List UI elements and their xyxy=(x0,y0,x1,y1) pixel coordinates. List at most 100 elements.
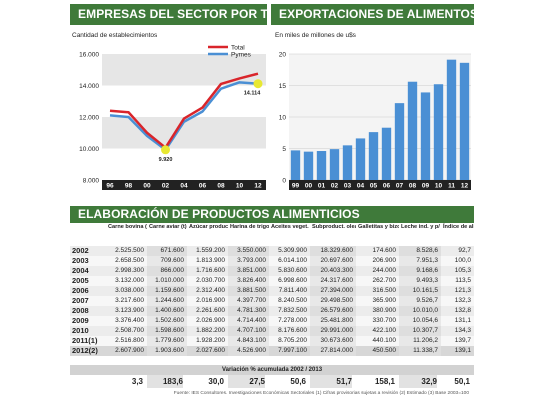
bar xyxy=(433,84,444,180)
variation-value: 27,5 xyxy=(228,375,265,388)
table-cell: 671.600 xyxy=(147,246,187,256)
table-cell: 3.881.500 xyxy=(228,286,269,296)
table-cell: 316.500 xyxy=(372,287,397,294)
bar xyxy=(329,149,340,180)
bar xyxy=(290,150,301,180)
y-tick-label: 10 xyxy=(279,115,287,122)
table-cell: 2.016.900 xyxy=(196,297,225,304)
row-year: 2005 xyxy=(72,276,89,285)
table-cell: 2.508.700 xyxy=(115,327,144,334)
table-cell: 1.928.200 xyxy=(196,337,225,344)
table-cell: 2.998.300 xyxy=(115,267,144,274)
table-cell: 9.526,7 xyxy=(399,296,441,306)
table-cell: 25.481.800 xyxy=(310,316,356,326)
table-cell: 2.607.900 xyxy=(106,346,147,356)
table-cell: 450.500 xyxy=(356,346,399,356)
x-axis-band xyxy=(102,180,266,190)
x-tick-label: 00 xyxy=(143,183,151,190)
y-tick-label: 14.000 xyxy=(79,83,99,90)
variation-value: 183,6 xyxy=(147,375,183,388)
row-year: 2003 xyxy=(72,256,89,265)
highlight-marker xyxy=(253,79,263,89)
column-header: Leche ind. y p/ cons. mill. (l) xyxy=(401,224,441,230)
x-tick-label: 04 xyxy=(180,183,188,190)
x-tick-label: 04 xyxy=(357,183,365,190)
column-header: Aceites veget. (t) xyxy=(271,224,310,230)
x-tick-label: 96 xyxy=(106,183,114,190)
annotation-label: 9.920 xyxy=(159,157,173,163)
table-cell: 4.781.300 xyxy=(228,306,269,316)
grid-band xyxy=(102,148,266,180)
x-tick-label: 08 xyxy=(409,183,417,190)
x-tick-label: 07 xyxy=(396,183,404,190)
column-header: Galletitas y bizcochos (t) xyxy=(358,224,399,230)
bar-chart-subtitle: En miles de millones de u$s xyxy=(275,32,356,39)
series-line-total xyxy=(109,72,259,149)
table-cell: 365.900 xyxy=(372,297,397,304)
y-tick-label: 16.000 xyxy=(79,52,99,59)
bar xyxy=(446,59,457,180)
bar xyxy=(381,127,392,180)
y-tick-label: 5 xyxy=(282,146,286,153)
table-cell: 7.278.000 xyxy=(278,317,307,324)
row-year: 2009 xyxy=(72,316,89,325)
y-tick-label: 10.000 xyxy=(79,146,99,153)
column-header: Azúcar produc. (t) xyxy=(189,224,228,230)
table-row: 2006 3.038.000 1.159.600 2.312.400 3.881.500… xyxy=(70,286,474,296)
table-cell: 1.813.900 xyxy=(196,257,225,264)
table-cell: 3.376.400 xyxy=(115,317,144,324)
table-cell: 139,7 xyxy=(454,337,471,344)
table-row: 2007 3.217.600 1.244.600 2.016.900 4.397.700… xyxy=(70,296,474,306)
row-year: 2002 xyxy=(72,246,89,255)
table-cell: 262.700 xyxy=(372,277,397,284)
table-cell: 1.010.000 xyxy=(147,276,187,286)
bar xyxy=(420,92,431,180)
y-tick-label: 15 xyxy=(279,83,287,90)
table-cell: 20.697.600 xyxy=(310,256,356,266)
table-cell: 2.525.500 xyxy=(115,247,144,254)
variation-value: 50,6 xyxy=(290,377,306,386)
table-cell: 7.832.500 xyxy=(278,307,307,314)
row-year: 2008 xyxy=(72,306,89,315)
bar xyxy=(459,62,470,180)
bar xyxy=(303,151,314,180)
table-cell: 1.903.600 xyxy=(147,346,187,356)
x-tick-label: 06 xyxy=(199,183,207,190)
variation-value: 51,7 xyxy=(310,375,352,388)
x-tick-label: 09 xyxy=(422,183,430,190)
table-cell: 30.673.600 xyxy=(310,336,356,346)
table-cell: 100,0 xyxy=(454,257,471,264)
x-tick-label: 01 xyxy=(318,183,326,190)
table-cell: 8.176.600 xyxy=(278,327,307,334)
table-cell: 1.559.200 xyxy=(196,247,225,254)
table-cell: 29.498.500 xyxy=(310,296,356,306)
variation-value: 50,1 xyxy=(454,377,470,386)
table-cell: 3.793.000 xyxy=(228,256,269,266)
table-cell: 1.716.600 xyxy=(196,267,225,274)
table-cell: 6.998.600 xyxy=(278,277,307,284)
table-cell: 27.394.000 xyxy=(310,286,356,296)
table-row: 2012(2) 2.607.900 1.903.600 2.027.600 4.526.… xyxy=(70,346,474,356)
x-tick-label: 10 xyxy=(435,183,443,190)
legend-label-total: Total xyxy=(231,45,245,52)
annotation-label: 14.114 xyxy=(244,91,261,97)
table-cell: 1.159.600 xyxy=(147,286,187,296)
table-cell: 29.991.000 xyxy=(310,326,356,336)
table-row: 2011(1) 2.516.800 1.779.600 1.928.200 4.843.… xyxy=(70,336,474,346)
row-year: 2011(1) xyxy=(72,336,98,345)
x-tick-label: 02 xyxy=(331,183,339,190)
table-cell: 131,1 xyxy=(454,317,471,324)
table-cell: 3.851.000 xyxy=(228,266,269,276)
table-cell: 2.261.600 xyxy=(196,307,225,314)
table-cell: 7.997.100 xyxy=(269,346,310,356)
bar xyxy=(355,138,366,180)
x-tick-label: 12 xyxy=(461,183,469,190)
table-cell: 105,3 xyxy=(454,267,471,274)
table-row: 2002 2.525.500 671.600 1.559.200 3.550.000 5.… xyxy=(70,246,474,256)
table-cell: 9.493,3 xyxy=(399,276,441,286)
highlight-marker xyxy=(161,145,170,155)
table-cell: 8.705.200 xyxy=(278,337,307,344)
column-header: Índice de alimentos(3) xyxy=(443,224,474,230)
table-cell: 11.338,7 xyxy=(399,346,441,356)
x-tick-label: 03 xyxy=(344,183,352,190)
